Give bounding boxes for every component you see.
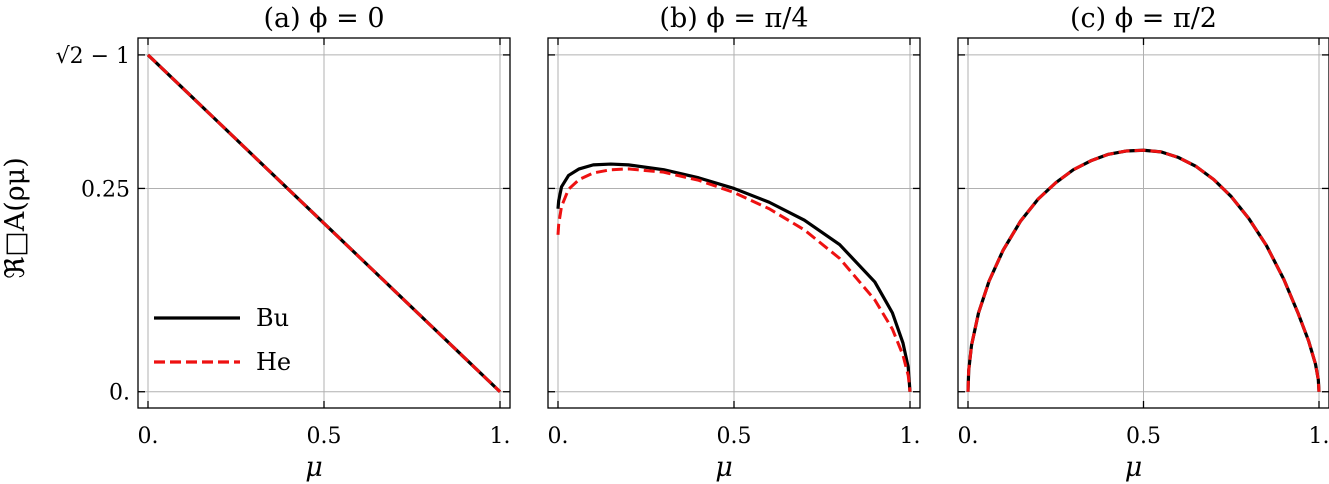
x-tick-label: 0. bbox=[138, 424, 159, 449]
x-axis-label: μ bbox=[305, 452, 323, 483]
panel-title: (c) ϕ = π/2 bbox=[1070, 3, 1217, 34]
x-tick-label: 1. bbox=[1309, 424, 1329, 449]
legend-label-bu: Bu bbox=[256, 304, 289, 332]
x-axis-label: μ bbox=[1125, 452, 1143, 483]
x-tick-label: 0. bbox=[548, 424, 569, 449]
series-line-bu bbox=[556, 162, 912, 392]
panel-1: 0. 0.5 1. 0. 0.25 √2 − 1 (a) ϕ = 0 μ ℜ□A(ρμ) Bu He bbox=[0, 3, 511, 483]
legend-label-he: He bbox=[256, 348, 291, 376]
legend: Bu He bbox=[154, 304, 291, 376]
x-tick-label: 0. bbox=[958, 424, 979, 449]
panel-3: 0. 0.5 1. (c) ϕ = π/2 μ bbox=[957, 3, 1329, 483]
series-line-he bbox=[146, 53, 502, 393]
panel-title: (a) ϕ = 0 bbox=[263, 3, 384, 34]
y-tick-label: 0. bbox=[109, 381, 130, 406]
y-tick-label: 0.25 bbox=[81, 177, 130, 202]
x-tick-label: 0.5 bbox=[1126, 424, 1161, 449]
x-tick-label: 0.5 bbox=[717, 424, 752, 449]
x-tick-label: 1. bbox=[490, 424, 511, 449]
panel-title: (b) ϕ = π/4 bbox=[659, 3, 808, 34]
x-tick-label: 0.5 bbox=[307, 424, 342, 449]
panel-2: 0. 0.5 1. (b) ϕ = π/4 μ bbox=[547, 3, 921, 483]
series-line-he bbox=[556, 167, 912, 392]
y-axis-label: ℜ□A(ρμ) bbox=[0, 157, 31, 278]
series-line-he bbox=[966, 148, 1321, 392]
y-tick-label: √2 − 1 bbox=[56, 44, 130, 69]
x-axis-label: μ bbox=[715, 452, 733, 483]
x-tick-label: 1. bbox=[900, 424, 921, 449]
